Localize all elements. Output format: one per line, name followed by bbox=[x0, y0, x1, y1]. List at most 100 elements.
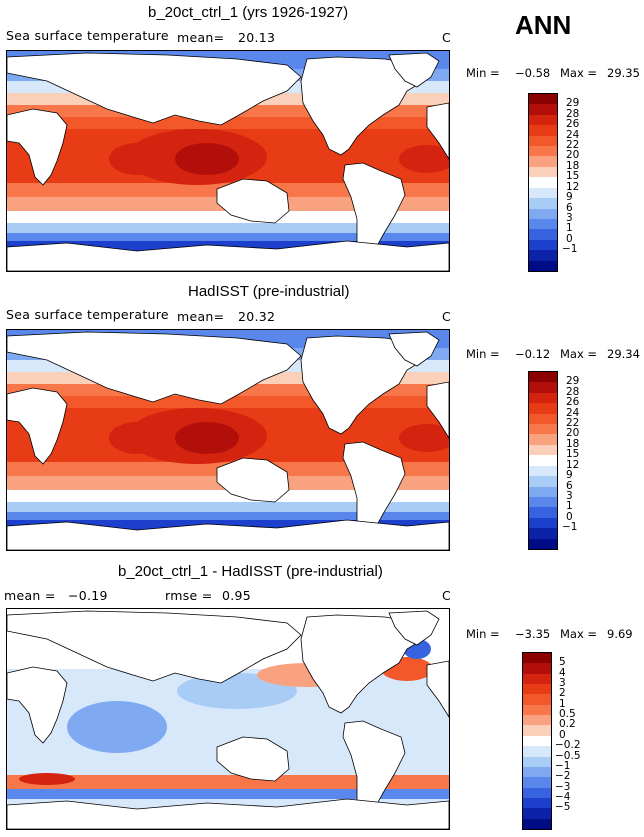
panel-1-min-value: −0.58 bbox=[515, 66, 551, 80]
colorbar-box bbox=[529, 496, 557, 508]
colorbar-box bbox=[529, 372, 557, 383]
colorbar-box bbox=[529, 250, 557, 262]
panel-3-max-label: Max = bbox=[560, 627, 598, 641]
colorbar-box bbox=[523, 725, 551, 737]
colorbar-box bbox=[529, 208, 557, 220]
warm-pool-core bbox=[175, 143, 239, 175]
colorbar-box bbox=[523, 797, 551, 809]
colorbar-box bbox=[523, 663, 551, 675]
colorbar-box bbox=[529, 403, 557, 415]
colorbar-box bbox=[523, 777, 551, 789]
colorbar-box bbox=[529, 94, 557, 105]
sst-band bbox=[7, 233, 449, 241]
panel-3-rmse-label: rmse = bbox=[165, 588, 213, 603]
colorbar-box bbox=[529, 166, 557, 178]
colorbar-box bbox=[529, 486, 557, 498]
colorbar-box bbox=[523, 756, 551, 768]
colorbar-box bbox=[529, 156, 557, 168]
colorbar-box bbox=[523, 704, 551, 716]
eurasia-landmass bbox=[7, 610, 302, 684]
colorbar-box bbox=[523, 818, 551, 830]
diff-cool-indian bbox=[67, 701, 167, 753]
colorbar-box bbox=[529, 455, 557, 467]
panel-2-mean-label: mean= bbox=[177, 309, 225, 324]
colorbar-tick-label: 29 bbox=[566, 97, 580, 110]
colorbar-tick-label: 6 bbox=[566, 201, 573, 214]
colorbar-tick-label: 20 bbox=[566, 427, 580, 440]
colorbar-box bbox=[529, 229, 557, 241]
greenland-landmass bbox=[388, 331, 440, 367]
colorbar-tick-label: 18 bbox=[566, 159, 580, 172]
panel-3-map bbox=[6, 608, 450, 830]
panel-1-min-label: Min = bbox=[466, 66, 500, 80]
colorbar-tick-label: −4 bbox=[555, 790, 571, 803]
africa-west-landmass bbox=[7, 108, 68, 186]
panel-1-max-value: 29.35 bbox=[607, 66, 640, 80]
diff-southern-cool bbox=[7, 789, 449, 799]
panel-1-colorbar bbox=[528, 93, 558, 272]
panel-2-colorbar bbox=[528, 371, 558, 550]
warm-pool-core bbox=[175, 422, 239, 454]
panel-3-mean-label: mean = bbox=[4, 588, 56, 603]
panel-3-map-svg bbox=[7, 609, 449, 829]
colorbar-box bbox=[523, 694, 551, 706]
panel-3-mean-value: −0.19 bbox=[68, 588, 108, 603]
colorbar-tick-label: −5 bbox=[555, 801, 571, 814]
sst-band bbox=[7, 490, 449, 502]
season-label: ANN bbox=[515, 10, 572, 40]
colorbar-tick-label: 22 bbox=[566, 417, 580, 430]
colorbar-tick-label: 28 bbox=[566, 385, 580, 398]
greenland-landmass bbox=[388, 610, 440, 646]
colorbar-box bbox=[529, 125, 557, 137]
colorbar-box bbox=[529, 538, 557, 550]
eurasia-landmass bbox=[7, 52, 302, 126]
colorbar-box bbox=[529, 104, 557, 116]
colorbar-box bbox=[529, 517, 557, 529]
colorbar-tick-label: 20 bbox=[566, 149, 580, 162]
colorbar-box bbox=[529, 465, 557, 477]
colorbar-tick-label: −0.2 bbox=[555, 739, 581, 752]
colorbar-box bbox=[529, 434, 557, 446]
panel-1-variable: Sea surface temperature bbox=[6, 28, 169, 43]
panel-2-max-label: Max = bbox=[560, 347, 598, 361]
colorbar-tick-label: 0.5 bbox=[559, 708, 576, 721]
panel-2-max-value: 29.34 bbox=[607, 347, 640, 361]
panel-2-variable: Sea surface temperature bbox=[6, 307, 169, 322]
colorbar-tick-label: 28 bbox=[566, 107, 580, 120]
colorbar-tick-label: 1 bbox=[566, 222, 573, 235]
colorbar-tick-label: 26 bbox=[566, 118, 580, 131]
panel-1-max-label: Max = bbox=[560, 66, 598, 80]
colorbar-tick-label: 15 bbox=[566, 170, 580, 183]
colorbar-box bbox=[523, 766, 551, 778]
colorbar-tick-label: 9 bbox=[566, 469, 573, 482]
atlantic-warm bbox=[399, 424, 449, 452]
colorbar-tick-label: 9 bbox=[566, 191, 573, 204]
land-outline-group bbox=[7, 331, 449, 550]
diff-hot-spot bbox=[19, 773, 75, 785]
antarctica-landmass bbox=[7, 519, 449, 550]
panel-2-title: HadISST (pre-industrial) bbox=[188, 283, 350, 300]
colorbar-tick-label: 6 bbox=[566, 479, 573, 492]
panel-3-title: b_20ct_ctrl_1 - HadISST (pre-industrial) bbox=[118, 563, 383, 580]
colorbar-tick-label: −0.5 bbox=[555, 749, 581, 762]
panel-1-units: C bbox=[442, 30, 452, 45]
panel-2-min-label: Min = bbox=[466, 347, 500, 361]
colorbar-tick-label: 29 bbox=[566, 375, 580, 388]
greenland-landmass bbox=[388, 52, 440, 88]
sst-band bbox=[7, 211, 449, 223]
africa-east-landmass bbox=[426, 381, 449, 439]
africa-east-landmass bbox=[426, 660, 449, 718]
panel-1-map bbox=[6, 50, 450, 272]
sst-band bbox=[7, 502, 449, 512]
colorbar-box bbox=[529, 444, 557, 456]
panel-1-map-svg bbox=[7, 51, 449, 271]
colorbar-box bbox=[529, 413, 557, 425]
colorbar-tick-label: 0.2 bbox=[559, 718, 576, 731]
colorbar-box bbox=[529, 177, 557, 189]
africa-east-landmass bbox=[426, 102, 449, 160]
colorbar-box bbox=[523, 715, 551, 726]
colorbar-box bbox=[523, 653, 551, 664]
sst-band bbox=[7, 223, 449, 233]
australia-landmass bbox=[216, 457, 290, 503]
colorbar-tick-label: 12 bbox=[566, 180, 580, 193]
